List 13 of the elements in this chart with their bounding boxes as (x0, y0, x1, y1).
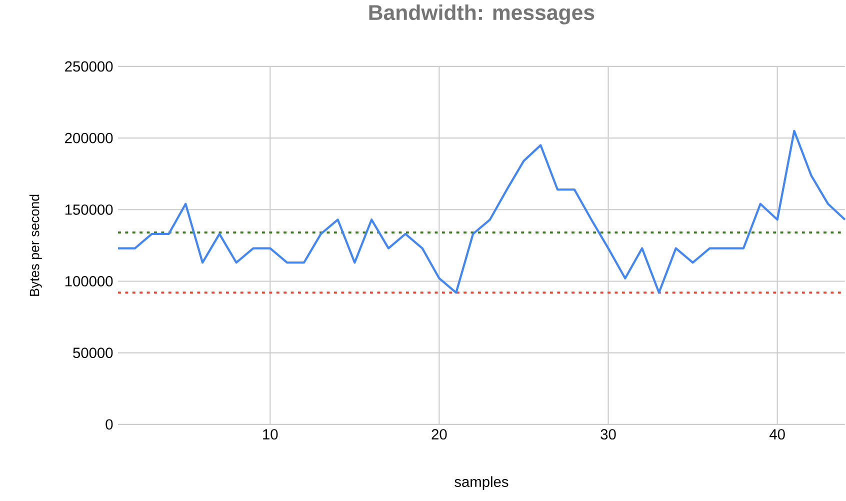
x-tick-label: 10 (263, 428, 278, 440)
x-tick-label: 30 (600, 428, 616, 440)
x-tick-label: 20 (432, 428, 447, 440)
y-tick-label: 100000 (65, 276, 113, 286)
y-tick-label: 50000 (73, 347, 113, 358)
y-tick-label: 0 (106, 419, 113, 430)
chart-title: Bandwidth: messages (369, 4, 594, 24)
y-tick-label: 250000 (65, 61, 113, 72)
y-tick-label: 200000 (65, 132, 113, 144)
y-axis-title: Bytes per second (29, 194, 42, 296)
x-axis-title: samples (454, 476, 508, 490)
x-tick-label: 40 (769, 428, 785, 440)
y-tick-label: 150000 (65, 204, 113, 215)
